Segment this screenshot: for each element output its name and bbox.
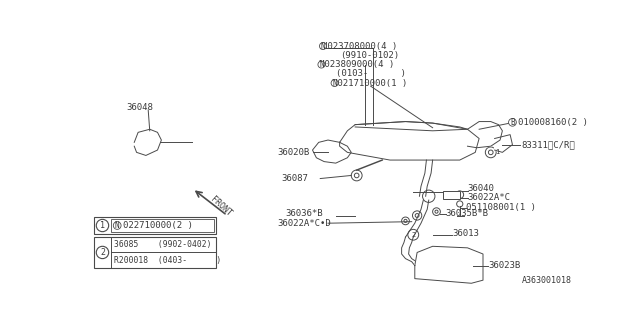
Text: N: N — [319, 60, 324, 69]
Circle shape — [355, 173, 359, 178]
Circle shape — [415, 213, 419, 217]
Polygon shape — [467, 122, 502, 148]
FancyBboxPatch shape — [443, 191, 460, 198]
Text: 36020B: 36020B — [278, 148, 310, 157]
Bar — [94, 217, 216, 234]
Polygon shape — [415, 246, 483, 283]
Text: 051108001(1 ): 051108001(1 ) — [466, 203, 536, 212]
Text: A363001018: A363001018 — [522, 276, 572, 285]
Circle shape — [509, 118, 516, 126]
Circle shape — [113, 222, 121, 229]
Text: 36036*B: 36036*B — [285, 210, 323, 219]
Text: N: N — [321, 42, 325, 51]
Text: 36022A*C•D: 36022A*C•D — [278, 219, 332, 228]
Circle shape — [488, 150, 493, 155]
Text: (9910-0102): (9910-0102) — [340, 51, 399, 60]
Text: 022710000(2 ): 022710000(2 ) — [123, 221, 193, 230]
Text: 36040: 36040 — [467, 184, 494, 193]
Text: N: N — [115, 221, 120, 230]
Text: 36013: 36013 — [452, 229, 479, 238]
Text: 36085    (9902-0402): 36085 (9902-0402) — [114, 240, 212, 249]
Text: (0103-      ): (0103- ) — [336, 69, 406, 78]
Polygon shape — [134, 129, 161, 156]
Text: FRONT: FRONT — [209, 195, 234, 218]
Text: 36022A*C: 36022A*C — [467, 193, 511, 202]
Circle shape — [365, 128, 368, 131]
Text: 36023B: 36023B — [488, 261, 521, 270]
Bar — [94, 237, 216, 268]
Polygon shape — [340, 122, 479, 160]
Text: 36048: 36048 — [127, 103, 154, 112]
Bar — [111, 219, 214, 232]
Text: 36035B*B: 36035B*B — [446, 210, 489, 219]
Text: R200018  (0403-      ): R200018 (0403- ) — [114, 256, 221, 265]
Text: 010008160(2 ): 010008160(2 ) — [518, 118, 588, 127]
Text: N023708000(4 ): N023708000(4 ) — [322, 42, 397, 51]
Text: 2: 2 — [100, 248, 105, 257]
Text: 1: 1 — [495, 149, 499, 156]
Circle shape — [431, 128, 434, 131]
Text: 1: 1 — [100, 221, 105, 230]
Circle shape — [319, 43, 326, 50]
Text: B: B — [510, 118, 515, 127]
Text: 36087: 36087 — [282, 174, 308, 183]
Polygon shape — [312, 140, 351, 163]
Polygon shape — [355, 122, 467, 131]
Circle shape — [435, 210, 438, 213]
Text: N021710000(1 ): N021710000(1 ) — [332, 78, 407, 88]
Text: N: N — [332, 78, 337, 88]
Circle shape — [318, 61, 325, 68]
Polygon shape — [495, 135, 513, 152]
Text: N023809000(4 ): N023809000(4 ) — [319, 60, 394, 69]
Text: 83311〈C/R〉: 83311〈C/R〉 — [522, 140, 575, 149]
Circle shape — [474, 128, 476, 131]
Circle shape — [404, 219, 407, 222]
Circle shape — [331, 80, 338, 86]
Text: 2: 2 — [411, 232, 415, 238]
